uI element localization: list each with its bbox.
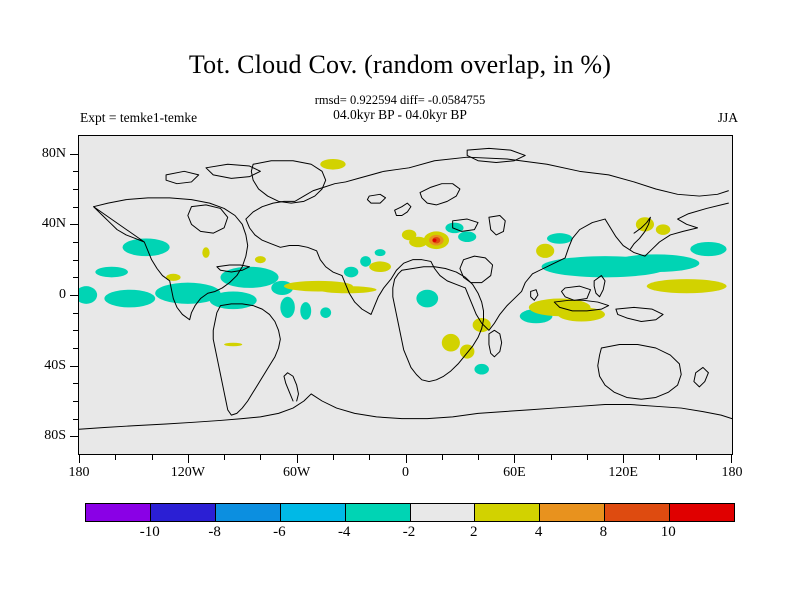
colorbar-tick-label-1: -8 xyxy=(208,524,221,540)
y-tick-40N xyxy=(70,224,79,226)
y-tick-minor xyxy=(73,189,79,190)
x-axis-label-60E: 60E xyxy=(503,465,526,480)
x-tick-minor xyxy=(550,454,552,460)
colorbar-tick-label-7: 8 xyxy=(599,524,608,540)
colorbar-segment-7 xyxy=(539,504,605,521)
anomaly-shading-layer xyxy=(79,158,727,375)
x-tick-120W xyxy=(187,454,189,463)
page-title: Tot. Cloud Cov. (random overlap, in %) xyxy=(188,50,612,79)
colorbar-segment-6 xyxy=(474,504,540,521)
y-tick-minor xyxy=(73,383,79,385)
x-tick-0 xyxy=(405,454,407,463)
y-axis-label-0: 0 xyxy=(59,287,66,302)
colorbar-tick-label-8: 10 xyxy=(660,524,676,540)
map-plot-area: 80N 40N 0 40S 80S 180 120W 60W 0 60E 120… xyxy=(42,135,743,480)
colorbar-segment-5 xyxy=(409,504,475,521)
x-tick-minor xyxy=(659,454,661,460)
y-tick-minor xyxy=(73,259,79,261)
y-tick-minor xyxy=(73,171,79,173)
x-tick-minor xyxy=(369,454,371,460)
season-label: JJA xyxy=(717,110,738,125)
colorbar-tick-label-5: 2 xyxy=(470,524,478,540)
x-axis-label-180W: 180 xyxy=(68,465,90,480)
y-tick-minor xyxy=(73,400,79,402)
y-axis-label-80N: 80N xyxy=(41,145,66,161)
x-axis-label-180E: 180 xyxy=(721,465,743,480)
x-tick-120E xyxy=(623,454,625,463)
y-tick-minor xyxy=(73,241,79,243)
colorbar-segment-9 xyxy=(669,504,735,521)
coastlines-layer xyxy=(79,147,732,430)
y-tick-40S xyxy=(70,365,79,367)
colorbar-tick-label-2: -6 xyxy=(273,524,286,540)
y-axis-label-40S: 40S xyxy=(44,357,66,373)
x-axis-label-120E: 120E xyxy=(608,465,638,480)
x-tick-60W xyxy=(296,454,298,463)
x-tick-minor xyxy=(586,454,588,460)
x-tick-minor xyxy=(260,454,262,460)
y-tick-minor xyxy=(73,348,79,349)
colorbar-segment-8 xyxy=(604,504,670,521)
y-tick-80S xyxy=(70,436,79,438)
y-tick-minor xyxy=(73,330,79,332)
x-tick-minor xyxy=(224,454,226,460)
colorbar-segment-1 xyxy=(149,504,215,521)
y-tick-minor xyxy=(73,277,79,279)
y-tick-minor xyxy=(73,312,79,314)
y-tick-minor xyxy=(73,418,79,420)
x-axis-label-120W: 120W xyxy=(170,465,205,480)
colorbar-tick-label-0: -10 xyxy=(139,524,160,540)
statistics-line: rmsd= 0.922594 diff= -0.0584755 xyxy=(314,93,486,107)
y-tick-0 xyxy=(70,295,79,296)
y-axis-label-80S: 80S xyxy=(44,428,66,444)
x-axis-label-0: 0 xyxy=(402,465,409,480)
x-tick-minor xyxy=(332,454,334,460)
colorbar-tick-label-3: -4 xyxy=(337,524,351,540)
x-axis-label-60W: 60W xyxy=(283,465,311,480)
colorbar-tick-label-6: 4 xyxy=(534,524,543,540)
colorbar-segment-4 xyxy=(344,504,410,521)
experiment-label: Expt = temke1-temke xyxy=(80,110,198,125)
colorbar-segment-0 xyxy=(86,504,150,521)
x-tick-minor xyxy=(115,454,117,460)
colorbar-segment-2 xyxy=(214,504,280,521)
colorbar xyxy=(85,503,735,522)
world-map xyxy=(79,147,732,430)
x-tick-minor xyxy=(151,454,153,460)
colorbar-segment-3 xyxy=(279,504,345,521)
x-tick-180E xyxy=(731,454,733,463)
x-tick-minor xyxy=(695,454,697,460)
colorbar-tick-label-4: -2 xyxy=(402,524,416,540)
x-tick-60E xyxy=(514,454,516,463)
x-tick-180W xyxy=(79,454,80,463)
x-tick-minor xyxy=(441,454,443,460)
x-tick-minor xyxy=(478,454,480,460)
period-subtitle: 04.0kyr BP - 04.0kyr BP xyxy=(333,107,467,122)
y-tick-80N xyxy=(70,153,79,155)
y-axis-label-40N: 40N xyxy=(41,216,66,232)
y-tick-minor xyxy=(73,206,79,208)
